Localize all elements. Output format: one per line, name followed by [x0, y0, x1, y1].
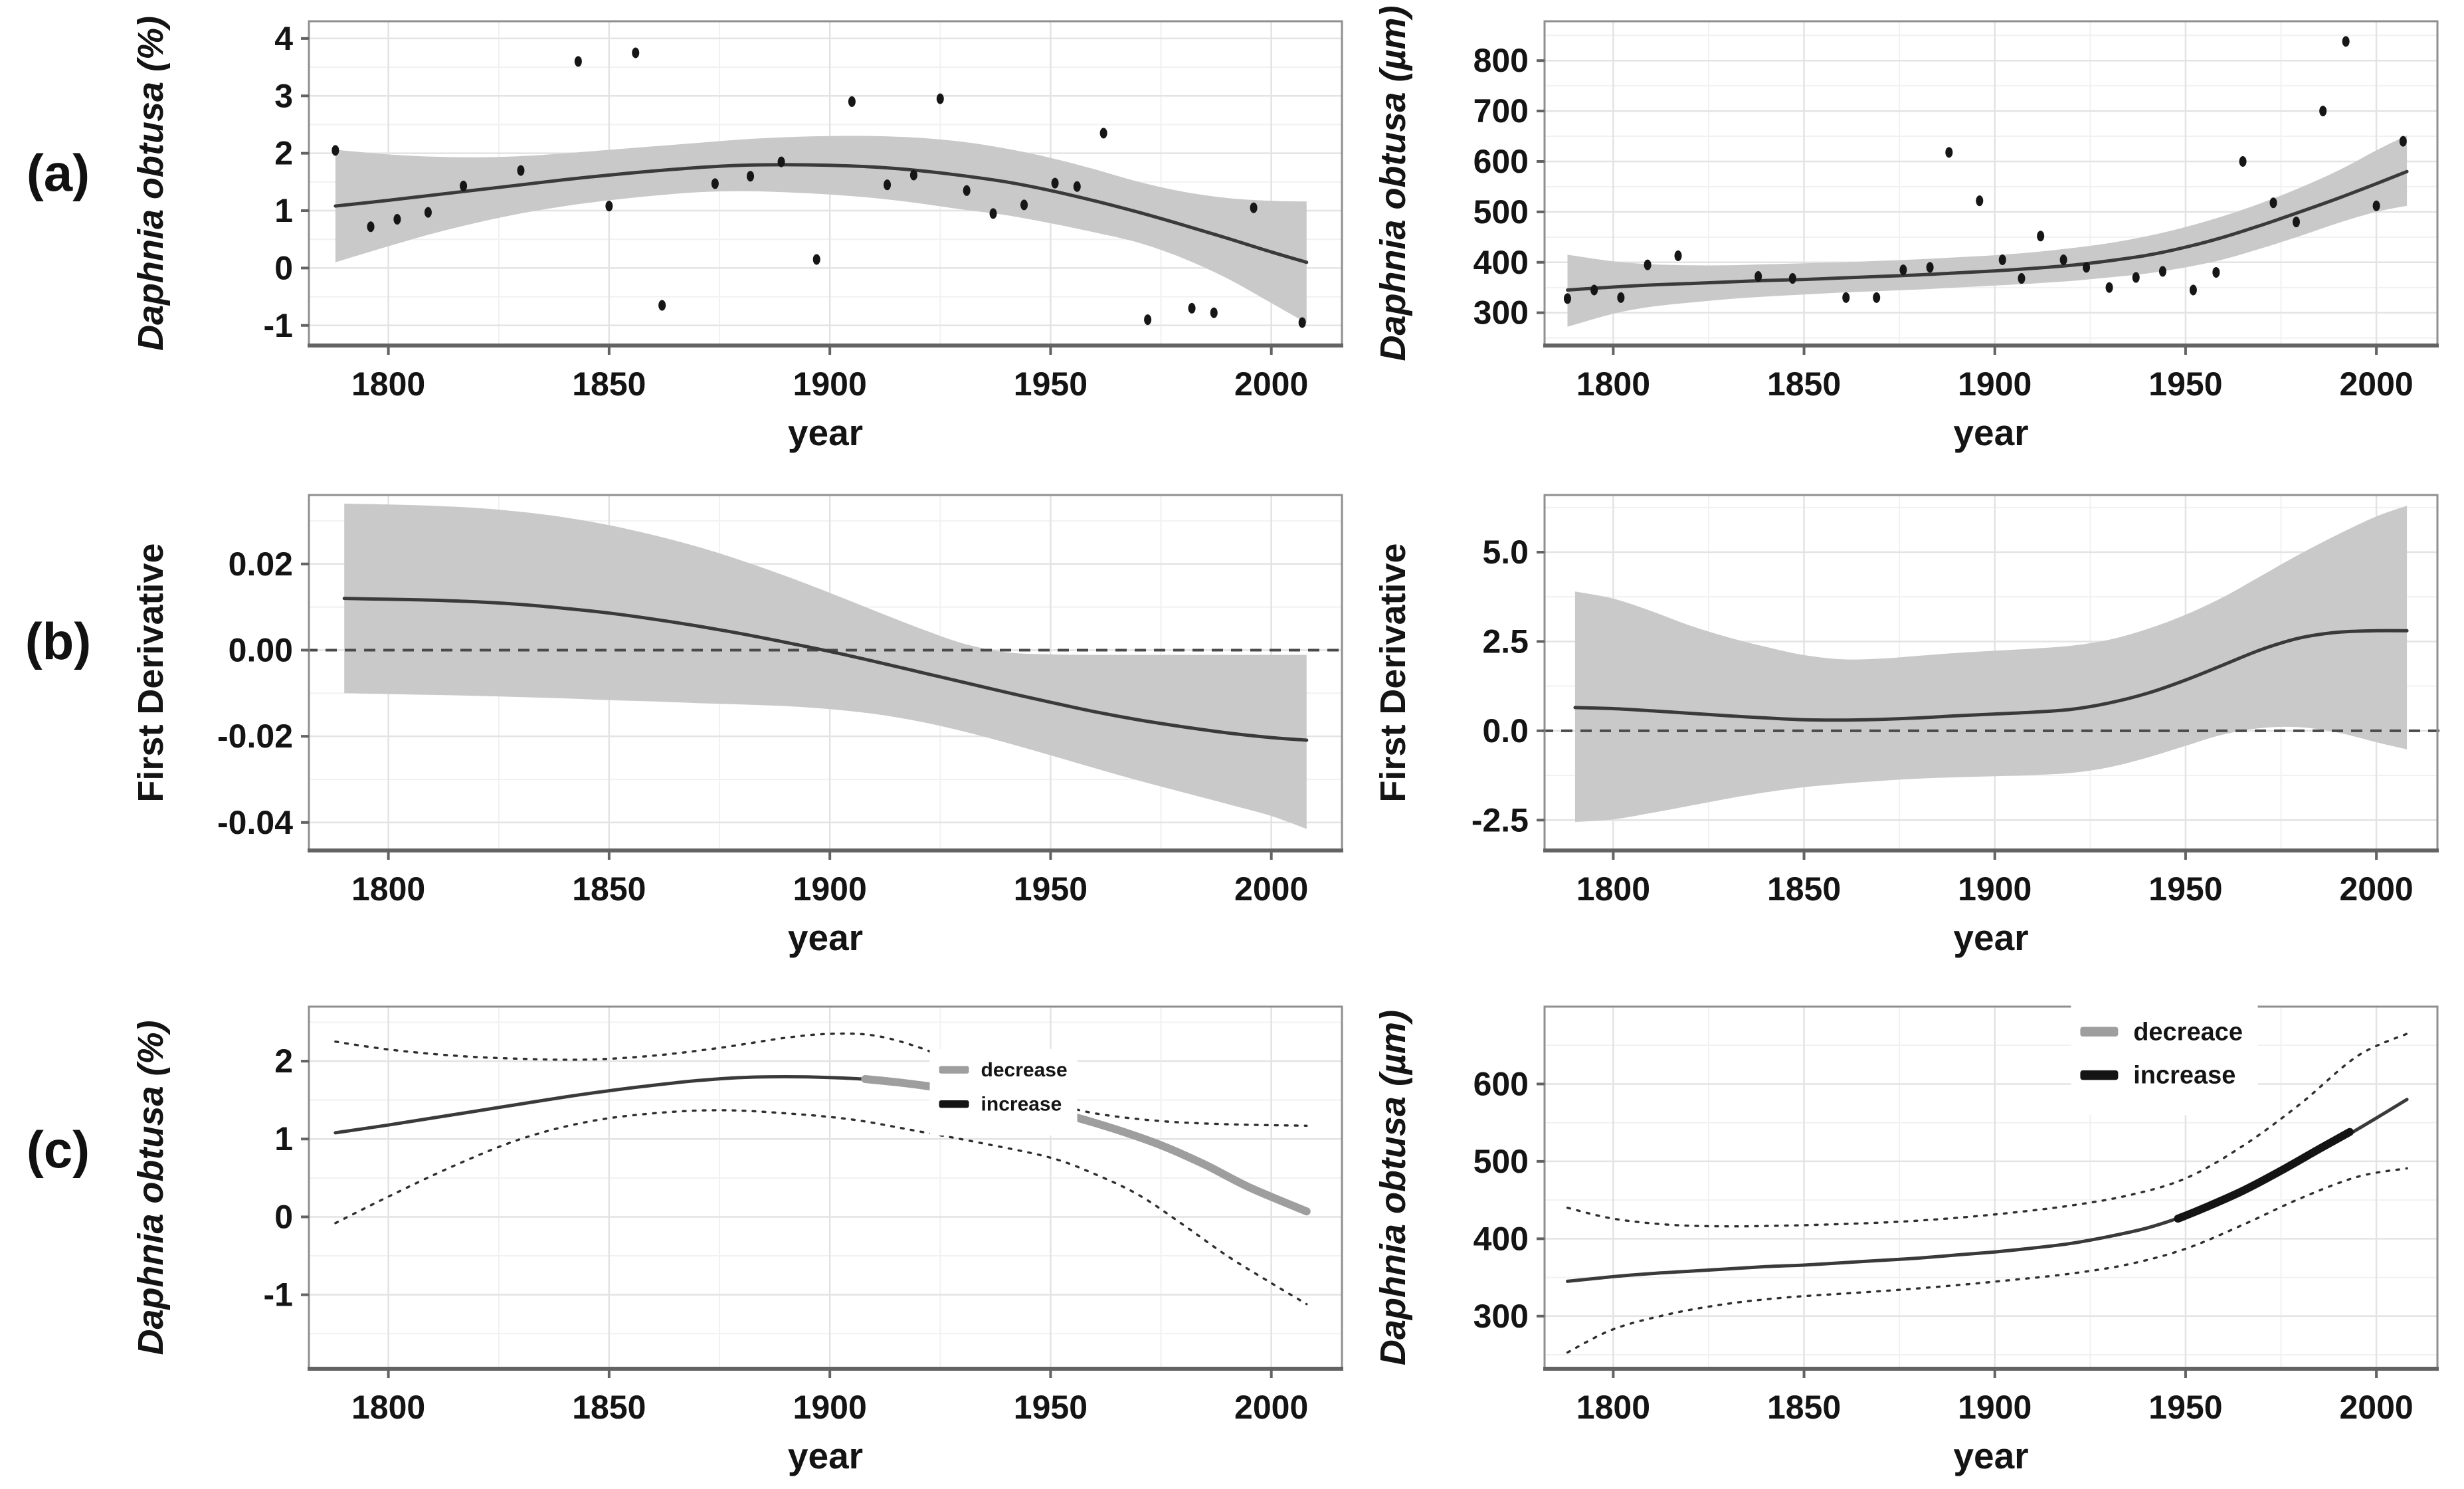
svg-text:1900: 1900	[793, 1389, 867, 1426]
svg-text:Daphnia obtusa (%): Daphnia obtusa (%)	[131, 1020, 171, 1355]
svg-text:1900: 1900	[1958, 870, 2032, 908]
svg-text:decrease: decrease	[981, 1059, 1068, 1081]
svg-text:decreace: decreace	[2133, 1018, 2243, 1046]
svg-text:-0.04: -0.04	[217, 804, 293, 841]
svg-text:1850: 1850	[1767, 870, 1841, 908]
panel-a-right-chart: 1800 1850 1900 1950 2000 800 700 600 500 400 300 ye…	[1373, 5, 2439, 453]
panel-a-left-chart: 1800 1850 1900 1950 2000 4 3 2 1 0 -1 year Daphnia o…	[131, 16, 1343, 453]
svg-text:increase: increase	[981, 1094, 1062, 1116]
svg-text:1800: 1800	[351, 1389, 425, 1426]
panel-cell-c-left: 1800 1850 1900 1950 2000 2 1 0 -1 year Daphnia obt…	[116, 970, 1365, 1489]
svg-text:500: 500	[1473, 193, 1529, 231]
svg-text:300: 300	[1473, 294, 1529, 332]
svg-text:year: year	[788, 917, 863, 958]
svg-text:3: 3	[274, 77, 293, 114]
svg-text:600: 600	[1473, 1065, 1529, 1102]
svg-text:1950: 1950	[1014, 1389, 1088, 1426]
svg-text:2000: 2000	[1234, 1389, 1308, 1426]
svg-text:1800: 1800	[1576, 365, 1650, 403]
svg-text:0.00: 0.00	[229, 631, 293, 668]
svg-text:First Derivative: First Derivative	[131, 543, 171, 802]
svg-text:600: 600	[1473, 143, 1529, 180]
svg-text:400: 400	[1473, 1220, 1529, 1257]
svg-text:0: 0	[274, 1198, 293, 1235]
svg-text:1850: 1850	[1767, 365, 1841, 403]
svg-text:0.02: 0.02	[229, 546, 293, 583]
svg-text:1800: 1800	[1576, 870, 1650, 908]
svg-text:1: 1	[274, 1120, 293, 1157]
svg-text:1850: 1850	[572, 365, 646, 403]
svg-text:year: year	[1953, 1435, 2028, 1476]
panel-cell-c-right: 1800 1850 1900 1950 2000 600 500 400 300 year Daph…	[1365, 970, 2464, 1489]
svg-text:1950: 1950	[2148, 365, 2222, 403]
panel-c-left-chart: 1800 1850 1900 1950 2000 2 1 0 -1 year Daphnia obt…	[131, 1005, 1343, 1476]
svg-text:1950: 1950	[2148, 870, 2222, 908]
svg-text:400: 400	[1473, 244, 1529, 281]
panel-cell-b-right: 1800 1850 1900 1950 2000 5.0 2.5 0.0 -2.5 year Fir…	[1365, 462, 2464, 970]
svg-text:1900: 1900	[1958, 365, 2032, 403]
svg-text:0.0: 0.0	[1482, 712, 1529, 749]
svg-text:-2.5: -2.5	[1471, 801, 1529, 839]
panel-cell-b-left: 1800 1850 1900 1950 2000 0.02 0.00 -0.02 -0.04 ye…	[116, 462, 1365, 970]
row-label-b: (b)	[25, 612, 92, 670]
svg-text:2000: 2000	[2339, 870, 2413, 908]
svg-text:1950: 1950	[1014, 870, 1088, 908]
svg-text:800: 800	[1473, 42, 1529, 79]
svg-text:2: 2	[274, 135, 293, 172]
svg-text:Daphnia obtusa (%): Daphnia obtusa (%)	[131, 16, 171, 351]
svg-text:-1: -1	[264, 307, 293, 344]
svg-text:1950: 1950	[1014, 365, 1088, 403]
svg-text:1850: 1850	[572, 1389, 646, 1426]
svg-text:2000: 2000	[2339, 365, 2413, 403]
row-label-a: (a)	[26, 144, 90, 202]
svg-text:1850: 1850	[1767, 1389, 1841, 1426]
svg-text:0: 0	[274, 249, 293, 286]
svg-text:increase: increase	[2133, 1062, 2235, 1090]
panel-b-left-chart: 1800 1850 1900 1950 2000 0.02 0.00 -0.02 -0.04 ye…	[131, 494, 1345, 958]
svg-text:500: 500	[1473, 1143, 1529, 1180]
panel-b-right-chart: 1800 1850 1900 1950 2000 5.0 2.5 0.0 -2.5 year Fir…	[1373, 494, 2440, 958]
row-label-c: (c)	[26, 1120, 90, 1179]
svg-text:2000: 2000	[1234, 870, 1308, 908]
svg-text:Daphnia obtusa (µm): Daphnia obtusa (µm)	[1373, 5, 1413, 361]
svg-text:1: 1	[274, 192, 293, 229]
svg-text:2000: 2000	[2339, 1389, 2413, 1426]
panel-c-right-chart: 1800 1850 1900 1950 2000 600 500 400 300 year Daph…	[1373, 1005, 2439, 1476]
svg-text:-1: -1	[264, 1276, 293, 1314]
svg-text:-0.02: -0.02	[217, 718, 293, 755]
svg-text:1900: 1900	[793, 870, 867, 908]
svg-text:700: 700	[1473, 92, 1529, 130]
svg-text:4: 4	[274, 20, 293, 57]
svg-text:First Derivative: First Derivative	[1373, 543, 1413, 802]
svg-text:1850: 1850	[572, 870, 646, 908]
panel-cell-a-right: 1800 1850 1900 1950 2000 800 700 600 500 400 300 ye…	[1365, 0, 2464, 462]
svg-text:Daphnia obtusa (µm): Daphnia obtusa (µm)	[1373, 1010, 1413, 1365]
svg-text:1950: 1950	[2148, 1389, 2222, 1426]
svg-text:year: year	[1953, 917, 2028, 958]
svg-text:1800: 1800	[1576, 1389, 1650, 1426]
svg-text:1900: 1900	[1958, 1389, 2032, 1426]
svg-text:year: year	[788, 1435, 863, 1476]
svg-text:year: year	[788, 412, 863, 453]
panel-cell-a-left: 1800 1850 1900 1950 2000 4 3 2 1 0 -1 year Daphnia o…	[116, 0, 1365, 462]
svg-text:2.5: 2.5	[1482, 623, 1529, 660]
svg-text:1800: 1800	[351, 870, 425, 908]
svg-text:year: year	[1953, 412, 2028, 453]
svg-text:300: 300	[1473, 1298, 1529, 1335]
svg-text:1900: 1900	[793, 365, 867, 403]
svg-text:1800: 1800	[351, 365, 425, 403]
svg-text:2: 2	[274, 1042, 293, 1080]
svg-text:2000: 2000	[1234, 365, 1308, 403]
svg-text:5.0: 5.0	[1482, 534, 1529, 571]
